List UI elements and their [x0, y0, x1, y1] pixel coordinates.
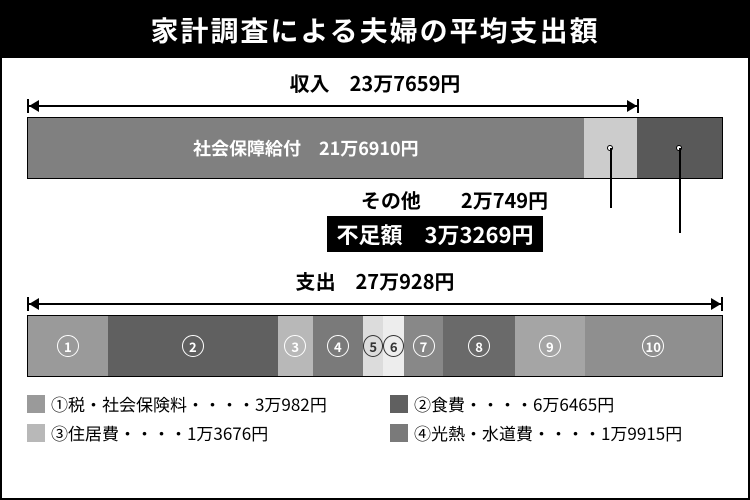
legend-text: ④光熱・水道費・・・・1万9915円	[414, 420, 682, 445]
legend-swatch	[390, 395, 408, 413]
segment-number-icon: 3	[284, 335, 306, 357]
segment-number-icon: 9	[539, 335, 561, 357]
main-content: 収入 23万7659円 社会保障給付 21万6910円 その他 2万749円 不…	[2, 58, 748, 445]
expense-bar-seg-8: 8	[443, 316, 515, 376]
legend-text: ①税・社会保険料・・・・3万982円	[51, 391, 327, 416]
segment-number-icon: 7	[413, 335, 435, 357]
expense-bar: 1 2 34567 8 9 10	[27, 315, 723, 377]
expense-bar-seg-4: 4	[313, 316, 364, 376]
expense-bar-seg-7: 7	[404, 316, 443, 376]
income-bar-seg-2	[637, 118, 722, 178]
income-callouts: その他 2万749円 不足額 3万3269円	[27, 185, 723, 252]
income-bar-seg-0: 社会保障給付 21万6910円	[28, 118, 584, 178]
expense-bar-seg-2: 2	[108, 316, 278, 376]
legend-text: ③住居費・・・・1万3676円	[51, 420, 268, 445]
legend-swatch	[27, 424, 45, 442]
legend-text: ②食費・・・・6万6465円	[414, 391, 614, 416]
segment-number-icon: 4	[327, 335, 349, 357]
expense-bar-seg-3: 3	[278, 316, 313, 376]
callout-shortfall: 不足額 3万3269円	[327, 216, 544, 252]
page-title: 家計調査による夫婦の平均支出額	[2, 2, 748, 58]
legend-item-3: ③住居費・・・・1万3676円	[27, 420, 360, 445]
income-label: 収入 23万7659円	[27, 68, 723, 97]
income-bar-seg-1	[584, 118, 637, 178]
expense-bar-seg-9: 9	[515, 316, 584, 376]
income-bar: 社会保障給付 21万6910円	[27, 117, 723, 179]
legend-item-2: ②食費・・・・6万6465円	[390, 391, 723, 416]
segment-number-icon: 2	[182, 335, 204, 357]
legend-item-1: ①税・社会保険料・・・・3万982円	[27, 391, 360, 416]
expense-bar-seg-5: 5	[363, 316, 383, 376]
segment-number-icon: 6	[383, 335, 404, 357]
segment-number-icon: 10	[642, 335, 664, 357]
expense-block: 支出 27万928円 1 2 34567 8 9 10	[27, 266, 723, 377]
legend-item-4: ④光熱・水道費・・・・1万9915円	[390, 420, 723, 445]
legend-swatch	[390, 424, 408, 442]
legend: ①税・社会保険料・・・・3万982円 ②食費・・・・6万6465円 ③住居費・・・・…	[27, 391, 723, 445]
callout-other: その他 2万749円	[186, 185, 723, 214]
segment-number-icon: 1	[57, 335, 79, 357]
segment-number-icon: 5	[363, 335, 383, 357]
expense-label: 支出 27万928円	[27, 266, 723, 295]
expense-span-arrow	[27, 297, 723, 311]
expense-bar-seg-6: 6	[383, 316, 404, 376]
segment-number-icon: 8	[468, 335, 490, 357]
expense-bar-seg-1: 1	[28, 316, 108, 376]
legend-swatch	[27, 395, 45, 413]
income-span-arrow	[27, 99, 639, 113]
expense-bar-seg-10: 10	[585, 316, 722, 376]
